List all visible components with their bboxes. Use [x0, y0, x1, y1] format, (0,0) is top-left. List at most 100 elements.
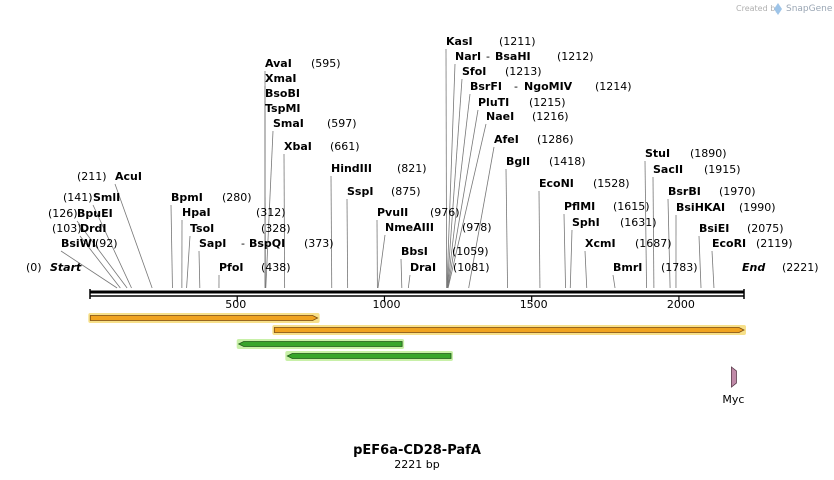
site-position: (595): [311, 57, 341, 70]
site-ecori: EcoRI: [712, 237, 746, 250]
dna-backbone: [89, 289, 745, 299]
site-position: (211): [77, 170, 107, 183]
site-position: (438): [261, 261, 291, 274]
site-naei: NaeI: [486, 110, 514, 123]
site-bsrbi: BsrBI: [668, 185, 701, 198]
scale-tick-label: 2000: [667, 298, 695, 311]
feature-bar: [237, 341, 403, 347]
site-sspi: SspI: [347, 185, 373, 198]
site-position: (1213): [505, 65, 542, 78]
restriction-site-labels: BsiWI (92) DrdI(103) BpuEI(126) SmlI(141) Acu…: [48, 35, 793, 274]
site-leader-nmeaiii: [377, 234, 386, 289]
site-leader-tsoi: [186, 235, 191, 289]
site-bspqi: BspQI: [249, 237, 285, 250]
site-avai: AvaI: [265, 57, 292, 70]
site-bsiei: BsiEI: [699, 222, 729, 235]
site-xcmi: XcmI: [585, 237, 616, 250]
site-leader-xbai: [283, 153, 286, 289]
site-leader-sspi: [346, 198, 349, 289]
site-bgli: BglI: [506, 155, 530, 168]
site-position: (1890): [690, 147, 727, 160]
site-position: (1687): [635, 237, 672, 250]
site-sapi: SapI: [199, 237, 226, 250]
feature-bar: [273, 327, 745, 333]
site-nari: NarI: [455, 50, 481, 63]
site-nmeaiii: NmeAIII: [385, 221, 434, 234]
site-position: (373): [304, 237, 334, 250]
scale-tick-label: 1000: [372, 298, 400, 311]
site-position: (978): [462, 221, 492, 234]
snapgene-logo-icon: [774, 3, 782, 15]
scale-ticks: 500 1000 1500 2000: [225, 296, 695, 311]
site-leader-hindiii: [330, 175, 333, 289]
site-bpuei: BpuEI: [77, 207, 113, 220]
site-position: (328): [261, 222, 291, 235]
site-position: (1212): [557, 50, 594, 63]
site-leader-bsrbi: [667, 198, 671, 289]
site-leader-sfoi: [446, 78, 463, 289]
site-leader-bgli: [505, 168, 508, 289]
feature-myc-marker: [731, 366, 737, 388]
site-leader-bsrfi: [447, 93, 471, 289]
site-xmai: XmaI: [265, 72, 296, 85]
plasmid-name: pEF6a-CD28-PafA: [353, 443, 481, 458]
site-bbsi: BbsI: [401, 245, 428, 258]
site-sphi: SphI: [572, 216, 600, 229]
site-leader-naei: [447, 123, 487, 289]
site-bsihkai: BsiHKAI: [676, 201, 725, 214]
plasmid-length: 2221 bp: [394, 458, 439, 471]
site-position: (1783): [661, 261, 698, 274]
site-position: (976): [430, 206, 460, 219]
site-leader-sphi: [569, 229, 573, 289]
site-bsobi: BsoBI: [265, 87, 300, 100]
site-smai: SmaI: [273, 117, 304, 130]
site-position: (2119): [756, 237, 793, 250]
site-drdi: DrdI: [80, 222, 107, 235]
site-position: (1214): [595, 80, 632, 93]
site-leader-afei: [468, 146, 495, 289]
start-label: Start: [50, 261, 82, 274]
site-leader-lines: [60, 48, 715, 289]
site-bsahi: BsaHI: [495, 50, 531, 63]
site-leader-smai: [265, 130, 274, 289]
site-position: (280): [222, 191, 252, 204]
site-position: (1631): [620, 216, 657, 229]
start-position: (0): [26, 261, 42, 274]
feature-track: Myc: [88, 313, 746, 406]
site-leader-sapi: [198, 250, 201, 289]
site-position: (821): [397, 162, 427, 175]
site-sacii: SacII: [653, 163, 683, 176]
snapgene-brand: SnapGene: [786, 4, 833, 14]
site-leader-drdi: [79, 235, 121, 289]
site-ngomiv: NgoMIV: [524, 80, 573, 93]
site-sfoi: SfoI: [462, 65, 486, 78]
site-position: (1081): [453, 261, 490, 274]
end-position: (2221): [782, 261, 819, 274]
site-position: (1216): [532, 110, 569, 123]
site-kasi: KasI: [446, 35, 473, 48]
end-label: End: [742, 261, 765, 274]
site-xbai: XbaI: [284, 140, 312, 153]
site-position: (126): [48, 207, 78, 220]
site-hindiii: HindIII: [331, 162, 372, 175]
site-pluti: PluTI: [478, 96, 509, 109]
site-econi: EcoNI: [539, 177, 574, 190]
site-leader-bbsi: [400, 258, 403, 289]
site-position: (875): [391, 185, 421, 198]
site-leader-bpmi: [170, 204, 173, 289]
site-bsiwi: BsiWI: [61, 237, 96, 250]
feature-bar: [89, 315, 319, 321]
site-stui: StuI: [645, 147, 670, 160]
site-bpmi: BpmI: [171, 191, 203, 204]
site-position: (661): [330, 140, 360, 153]
site-leader-bpuei: [76, 220, 128, 289]
site-position: (312): [256, 206, 286, 219]
site-position: (1059): [452, 245, 489, 258]
feature-label-myc: Myc: [722, 393, 744, 406]
site-leader-ecori: [711, 250, 715, 289]
site-position: (1528): [593, 177, 630, 190]
site-position: (1215): [529, 96, 566, 109]
site-position: (597): [327, 117, 357, 130]
site-leader-pflmi: [563, 213, 566, 289]
